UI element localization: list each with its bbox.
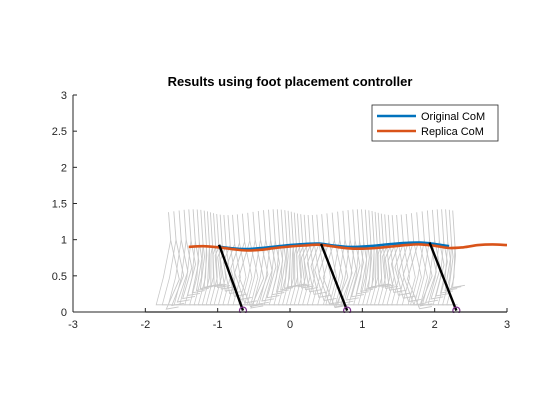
ghost-frame — [283, 210, 297, 289]
series-layer — [188, 241, 507, 252]
foot-placement-marker — [343, 306, 352, 313]
ghost-frame — [425, 210, 439, 303]
ghost-frame — [377, 212, 392, 288]
x-tick-label: 1 — [359, 319, 365, 331]
ghost-frame — [448, 209, 462, 290]
chart-title: Results using foot placement controller — [168, 74, 413, 89]
ghost-frame — [186, 209, 200, 297]
ghost-frame — [195, 209, 209, 292]
ghost-frame — [440, 209, 453, 294]
ghost-frame-swing-leg — [161, 239, 177, 306]
legend-box — [371, 104, 499, 142]
stance-leg — [217, 244, 245, 311]
x-tick-label: 2 — [432, 319, 438, 331]
ghost-frame — [255, 210, 269, 305]
y-tick-label: 1.5 — [52, 199, 67, 211]
ghost-frame — [199, 209, 213, 290]
ghost-frame — [271, 209, 285, 296]
y-tick-label: 0 — [61, 307, 67, 319]
y-ticks: 0 0.5 1 1.5 2 2.5 3 — [52, 90, 77, 319]
ghost-frame-swing-leg — [409, 239, 425, 306]
ghost-frame — [217, 214, 234, 290]
plot-area — [145, 209, 507, 313]
ghost-frame — [364, 209, 378, 290]
ghost-frame — [334, 211, 349, 308]
foot-marker-layer — [238, 306, 461, 313]
ghost-frame — [300, 214, 318, 291]
ghost-frame — [191, 209, 205, 294]
y-tick-label: 0.5 — [52, 271, 67, 283]
series-replica-com — [188, 243, 507, 252]
ghost-frame — [345, 210, 359, 301]
ghost-frame-swing-leg — [446, 244, 458, 306]
x-tick-label: 3 — [504, 319, 510, 331]
x-tick-label: -2 — [140, 319, 150, 331]
ghost-frame — [212, 213, 227, 288]
ghost-frame-swing-leg — [325, 239, 341, 306]
ghost-frame — [452, 210, 465, 288]
ghost-frame — [435, 209, 449, 297]
y-tick-label: 2 — [61, 162, 67, 174]
legend: Original CoM Replica CoM — [371, 104, 499, 142]
ghost-frame-swing-leg — [155, 240, 172, 306]
ghost-frame-swing-leg — [246, 239, 261, 306]
ghost-frame — [355, 209, 369, 295]
ghost-frame — [298, 214, 315, 289]
ghost-frame — [379, 213, 395, 288]
legend-label-original-com: Original CoM — [421, 111, 485, 123]
y-tick-label: 1 — [61, 235, 67, 247]
y-tick-label: 2.5 — [52, 126, 67, 138]
x-ticks: -3 -2 -1 0 1 2 3 — [68, 308, 510, 331]
legend-label-replica-com: Replica CoM — [421, 126, 484, 138]
foot-placement-marker — [452, 306, 461, 313]
ghost-frame-swing-leg — [240, 240, 256, 306]
ghost-frame — [238, 212, 263, 308]
ghost-frame — [322, 212, 348, 309]
y-tick-label: 3 — [61, 90, 67, 102]
axes: -3 -2 -1 0 1 2 3 0 0.5 1 1.5 2 2.5 3 — [52, 90, 510, 331]
ghost-frames-layer — [155, 209, 465, 310]
ghost-frame-swing-leg — [331, 239, 346, 306]
stance-leg — [319, 243, 349, 311]
x-tick-label: -3 — [68, 319, 78, 331]
x-tick-label: 0 — [287, 319, 293, 331]
stance-leg — [428, 242, 458, 311]
ghost-frame — [250, 211, 265, 309]
ghost-frame — [280, 209, 294, 291]
ghost-frame — [165, 212, 180, 310]
ghost-frame — [296, 213, 311, 288]
ghost-frame — [214, 213, 230, 289]
ghost-frame — [382, 214, 399, 290]
foot-placement-marker — [238, 306, 248, 313]
ghost-frame — [407, 212, 432, 310]
leg-layer — [217, 242, 458, 311]
x-tick-label: -1 — [213, 319, 223, 331]
